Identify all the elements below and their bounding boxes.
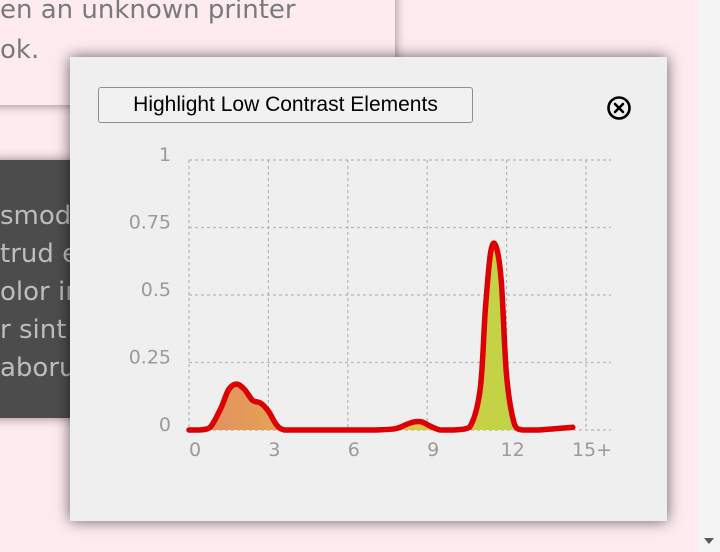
y-tick-label: 0.5 [141, 279, 171, 301]
x-tick-label: 9 [427, 439, 439, 461]
highlight-button-label: Highlight Low Contrast Elements [133, 93, 438, 116]
contrast-dialog: Highlight Low Contrast Elements 0 3 6 9 12 15… [70, 57, 667, 521]
y-tick-label: 0.75 [129, 212, 171, 234]
background-dark-line: trud e [0, 239, 79, 269]
y-tick-label: 0.25 [129, 347, 171, 369]
x-tick-label: 6 [348, 439, 360, 461]
contrast-histogram-chart: 0 3 6 9 12 15+ 0 0.25 0.5 0.75 1 [129, 144, 612, 461]
scroll-down-arrow-icon[interactable] [704, 538, 714, 544]
x-tick-label: 12 [501, 439, 525, 461]
x-tick-label: 0 [189, 439, 201, 461]
background-dark-line: aboru [0, 353, 76, 383]
background-dark-lines: smod trud e olor in r sint aboru [0, 197, 110, 387]
background-text-lines: en an unknown printer ok. [0, 0, 410, 70]
background-dark-line: smod [0, 201, 72, 231]
y-tick-label: 1 [159, 144, 171, 166]
x-tick-label: 15+ [572, 439, 612, 461]
close-circle-icon[interactable] [607, 96, 631, 120]
background-text-line: ok. [0, 35, 40, 65]
background-text-line: en an unknown printer [0, 0, 296, 25]
histogram-area-fill [189, 243, 573, 430]
y-tick-label: 0 [159, 414, 171, 436]
background-dark-line: r sint [0, 315, 67, 345]
page-scrollbar[interactable] [698, 0, 720, 552]
x-tick-label: 3 [268, 439, 280, 461]
histogram-series-line [186, 240, 576, 433]
highlight-low-contrast-button[interactable]: Highlight Low Contrast Elements [98, 87, 473, 123]
background-dark-line: olor in [0, 277, 82, 307]
